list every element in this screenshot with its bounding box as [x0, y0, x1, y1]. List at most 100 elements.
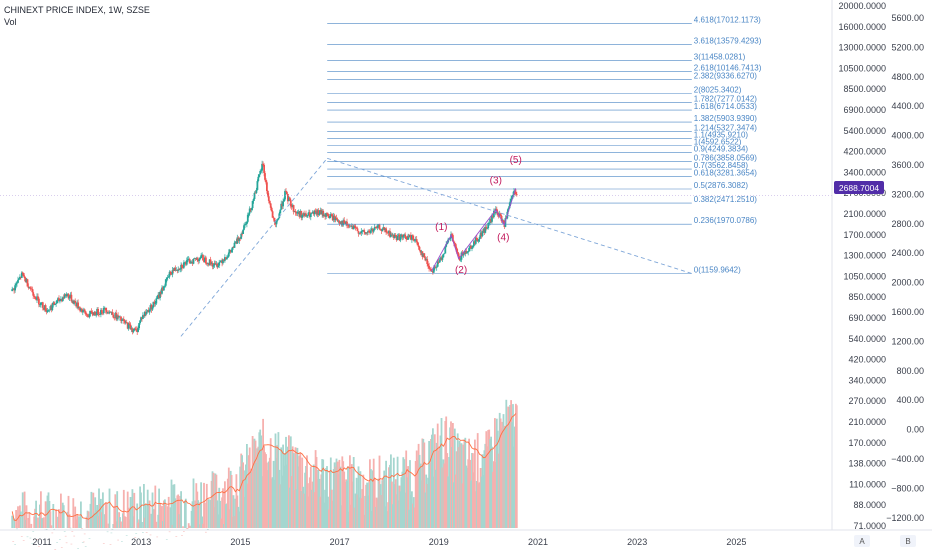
volume-bar	[406, 477, 408, 528]
volume-bar	[163, 500, 165, 528]
auto-scale-button-bg[interactable]	[854, 535, 870, 547]
candle-body	[264, 173, 266, 180]
candle-body	[191, 261, 194, 264]
volume-bar	[191, 501, 194, 528]
candle-body	[245, 224, 247, 225]
log-scale-label[interactable]: B	[905, 537, 910, 546]
candle-body	[318, 213, 321, 215]
volume-bar	[246, 483, 249, 528]
candle-body	[238, 237, 241, 241]
volume-bar	[133, 492, 136, 528]
candle-body	[497, 215, 500, 217]
candle-body	[53, 302, 56, 305]
candle-body	[154, 303, 157, 305]
volume-bar	[60, 547, 63, 548]
volume-bar	[363, 514, 366, 528]
candle-body	[363, 230, 366, 233]
volume-bar	[105, 502, 108, 528]
volume-bar	[323, 502, 325, 528]
volume-bar	[269, 438, 272, 528]
price-tick-label: 270.0000	[848, 396, 886, 406]
volume-bar	[134, 537, 137, 538]
volume-bar	[466, 467, 469, 528]
log-scale-button[interactable]: B	[900, 535, 916, 547]
candle-body	[350, 226, 353, 227]
volume-bar	[361, 489, 364, 528]
secondary-axis[interactable]: 5600.00 5200.00 4800.00 4400.00 4000.00 3600.…	[886, 13, 924, 523]
volume-bar	[303, 493, 305, 528]
volume-bar	[450, 421, 452, 528]
candle-body	[132, 330, 135, 332]
candle-body	[28, 287, 31, 288]
candle-body	[135, 329, 138, 331]
candle-body	[133, 328, 136, 331]
candle-body	[88, 313, 91, 318]
volume-bar	[478, 482, 481, 528]
volume-bar	[515, 405, 518, 528]
volume-bar	[298, 455, 301, 528]
log-scale-button-bg[interactable]	[900, 535, 916, 547]
candle-body	[142, 315, 144, 319]
volume-bar	[404, 492, 407, 528]
auto-scale-label[interactable]: A	[859, 537, 865, 546]
volume-bar	[288, 487, 291, 528]
candle-body	[165, 277, 168, 280]
price-tick-label: 138.0000	[848, 459, 886, 469]
candle-body	[399, 236, 402, 241]
candle-body	[198, 259, 201, 262]
candle-body	[429, 268, 431, 269]
volume-bar	[292, 453, 295, 528]
volume-bar	[196, 491, 199, 528]
candle-body	[234, 242, 237, 243]
candle-body	[277, 218, 280, 220]
volume-bar	[28, 512, 31, 528]
candle-body	[498, 213, 501, 217]
candle-body	[19, 276, 22, 278]
candle-body	[164, 285, 166, 287]
fib-level-label: 3.618(13579.4293)	[694, 37, 762, 46]
candle-body	[451, 234, 453, 236]
volume-bar	[418, 454, 421, 528]
wave-path	[431, 188, 517, 272]
candle-body	[398, 234, 401, 241]
candle-body	[222, 259, 224, 264]
candle-body	[477, 239, 480, 242]
candle-body	[26, 279, 29, 287]
candle-body	[38, 298, 40, 305]
time-tick-label: 2025	[726, 537, 746, 547]
candle-body	[443, 253, 446, 255]
candle-body	[189, 263, 192, 264]
candle-body	[437, 261, 440, 263]
candle-body	[508, 206, 511, 209]
candle-body	[33, 295, 36, 297]
volume-bar	[234, 498, 237, 528]
candle-body	[395, 236, 398, 240]
volume-bar	[482, 475, 485, 528]
last-price-badge-bg	[834, 181, 884, 194]
candle-body	[476, 240, 479, 242]
volume-bar	[281, 475, 284, 528]
volume-bar	[391, 504, 394, 528]
price-axis[interactable]: 20000.0000 16000.0000 13000.0000 10500.0000…	[838, 1, 886, 531]
candle-body	[302, 213, 305, 216]
auto-scale-button[interactable]: A	[854, 535, 870, 547]
volume-bar	[197, 500, 200, 528]
wave-label: (5)	[510, 155, 522, 166]
volume-bar	[429, 462, 431, 528]
volume-bar	[37, 517, 39, 528]
candle-body	[434, 267, 437, 268]
volume-bar	[436, 423, 439, 528]
volume-bar	[489, 439, 491, 528]
candle-body	[373, 227, 376, 230]
volume-bar	[179, 496, 181, 528]
candle-body	[470, 245, 472, 249]
volume-bar	[49, 511, 52, 528]
candle-body	[358, 233, 361, 234]
time-axis[interactable]: 2011 2013 2015 2017 2019 2021 2023 2025	[32, 537, 746, 547]
price-tick-label: 20000.0000	[838, 1, 886, 11]
volume-bar	[241, 455, 243, 528]
price-tick-label: 10500.0000	[838, 63, 886, 73]
candle-body	[279, 209, 282, 214]
volume-bar	[335, 458, 338, 528]
